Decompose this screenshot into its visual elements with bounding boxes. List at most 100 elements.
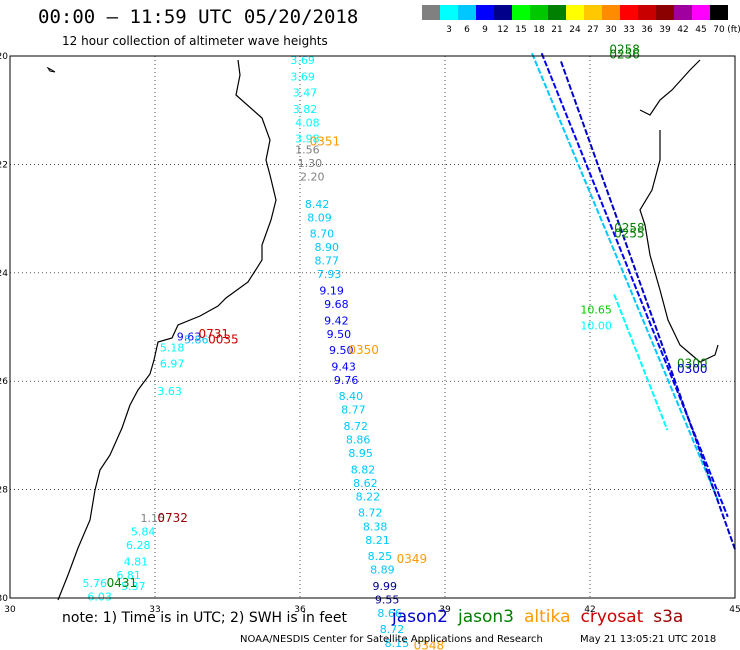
wave-height-label: 8.40	[339, 390, 364, 403]
x-tick-label: 33	[149, 605, 160, 615]
wave-height-label: 2.20	[300, 171, 325, 184]
wave-height-label: 4.08	[295, 116, 320, 129]
pass-time-labels: 0351035003490348073100350732043102580256…	[107, 42, 708, 650]
pass-time-label: 0256	[609, 48, 640, 62]
legend-entry: s3a	[653, 607, 684, 627]
color-swatch	[656, 5, 674, 20]
color-scale-label: 36	[641, 25, 653, 35]
pass-time-label: 0431	[107, 576, 138, 590]
wave-height-label: 8.70	[310, 228, 335, 241]
color-scale-label: 70	[713, 25, 725, 35]
color-swatch	[692, 5, 710, 20]
color-swatch	[494, 5, 512, 20]
wave-height-label: 6.81	[116, 569, 141, 582]
wave-height-label: 9.63	[177, 331, 202, 344]
y-tick-label: -22	[0, 160, 8, 170]
legend-entry: jason3	[458, 607, 514, 627]
wave-height-label: 5.76	[83, 577, 108, 590]
pass-time-label: 0035	[208, 332, 239, 346]
legend-entry: altika	[524, 607, 571, 627]
wave-height-label: 9.19	[319, 284, 344, 297]
wave-height-label: 8.90	[315, 241, 340, 254]
color-scale-label: 39	[659, 25, 671, 35]
color-swatch	[638, 5, 656, 20]
wave-height-label: 1.56	[295, 144, 320, 157]
wave-height-label: 3.69	[290, 70, 315, 83]
y-tick-label: -28	[0, 486, 8, 496]
wave-height-label: 10.65	[580, 303, 612, 316]
wave-height-label: 5.37	[121, 580, 145, 593]
wave-height-label: 6.03	[87, 591, 112, 604]
x-tick-label: 39	[439, 605, 451, 615]
chart-title: 00:00 – 11:59 UTC 05/20/2018	[38, 6, 359, 28]
wave-height-label: 8.82	[351, 463, 376, 476]
wave-height-label: 8.25	[368, 550, 393, 563]
color-swatch	[530, 5, 548, 20]
wave-height-label: 3.82	[293, 103, 318, 116]
wave-height-label: 8.42	[305, 198, 330, 211]
y-tick-label: -26	[0, 377, 8, 387]
track-line	[531, 52, 720, 501]
pass-time-label: 0351	[310, 134, 341, 148]
wave-height-label: 8.38	[363, 520, 388, 533]
color-scale-label: 12	[497, 25, 509, 35]
wave-height-labels: 3.69 3.69 3.47 3.824.08 3.981.561.302.20 8.42…	[83, 54, 612, 650]
wave-height-label: 1.30	[298, 157, 323, 170]
wave-height-label: 6.28	[126, 539, 151, 552]
pass-time-label: 0255	[614, 227, 645, 241]
wave-height-label: 5.18	[160, 341, 185, 354]
color-scale-label: 30	[605, 25, 617, 35]
wave-height-label: 1.15	[141, 512, 166, 525]
color-scale-label: 3	[446, 25, 452, 35]
generation-timestamp: May 21 13:05:21 UTC 2018	[580, 634, 717, 645]
wave-height-label: 8.15	[385, 637, 410, 650]
plot-frame	[9, 55, 736, 599]
y-tick-label: -20	[0, 52, 8, 62]
legend-entry: cryosat	[580, 607, 644, 627]
color-swatch	[548, 5, 566, 20]
credit-text: NOAA/NESDIS Center for Satellite Applica…	[240, 634, 543, 645]
color-scale-label: 6	[464, 25, 470, 35]
wave-height-label: 5.86	[184, 333, 209, 346]
track-line	[560, 61, 736, 550]
madagascar-coastline	[639, 59, 719, 363]
wave-height-label: 9.42	[324, 314, 349, 327]
wave-height-label: 3.69	[290, 54, 315, 67]
pass-time-label: 0258	[609, 42, 640, 56]
wave-height-label: 8.09	[307, 211, 332, 224]
africa-coastline	[57, 59, 277, 601]
pass-time-label: 0349	[397, 552, 428, 566]
color-swatch	[512, 5, 530, 20]
axes: 30 33 36 39 42 45 -20 -22 -24 -26 -28 -30	[0, 52, 740, 615]
coastline	[46, 59, 719, 601]
color-scale-label: 9	[482, 25, 488, 35]
wave-height-label: 8.77	[315, 255, 340, 268]
color-swatch	[458, 5, 476, 20]
color-scale-label: 33	[623, 25, 635, 35]
wave-height-label: 8.77	[341, 404, 366, 417]
footnote: note: 1) Time is in UTC; 2) SWH is in fe…	[62, 610, 348, 626]
pass-time-label: 0348	[414, 638, 445, 650]
wave-height-label: 8.21	[365, 534, 390, 547]
color-swatch	[476, 5, 494, 20]
color-swatch	[602, 5, 620, 20]
color-swatch	[440, 5, 458, 20]
satellite-legend: jason2 jason3 altika cryosat s3a	[392, 607, 693, 627]
pass-time-label: 0732	[157, 511, 188, 525]
wave-height-label: 9.68	[324, 298, 349, 311]
island-coastline	[46, 66, 56, 73]
wave-height-label: 9.50	[329, 344, 354, 357]
wave-height-label: 8.86	[346, 434, 371, 447]
wave-height-label: 3.47	[293, 87, 318, 100]
wave-height-label: 6.97	[160, 358, 185, 371]
wave-height-label: 9.43	[331, 360, 356, 373]
color-swatch	[620, 5, 638, 20]
wave-height-label: 5.84	[131, 526, 156, 539]
track-line	[540, 52, 729, 518]
y-tick-label: -30	[0, 594, 8, 604]
wave-height-label: 9.55	[375, 593, 400, 606]
pass-time-label: 0258	[614, 221, 645, 235]
color-swatch	[710, 5, 728, 20]
pass-time-label: 0350	[348, 343, 379, 357]
